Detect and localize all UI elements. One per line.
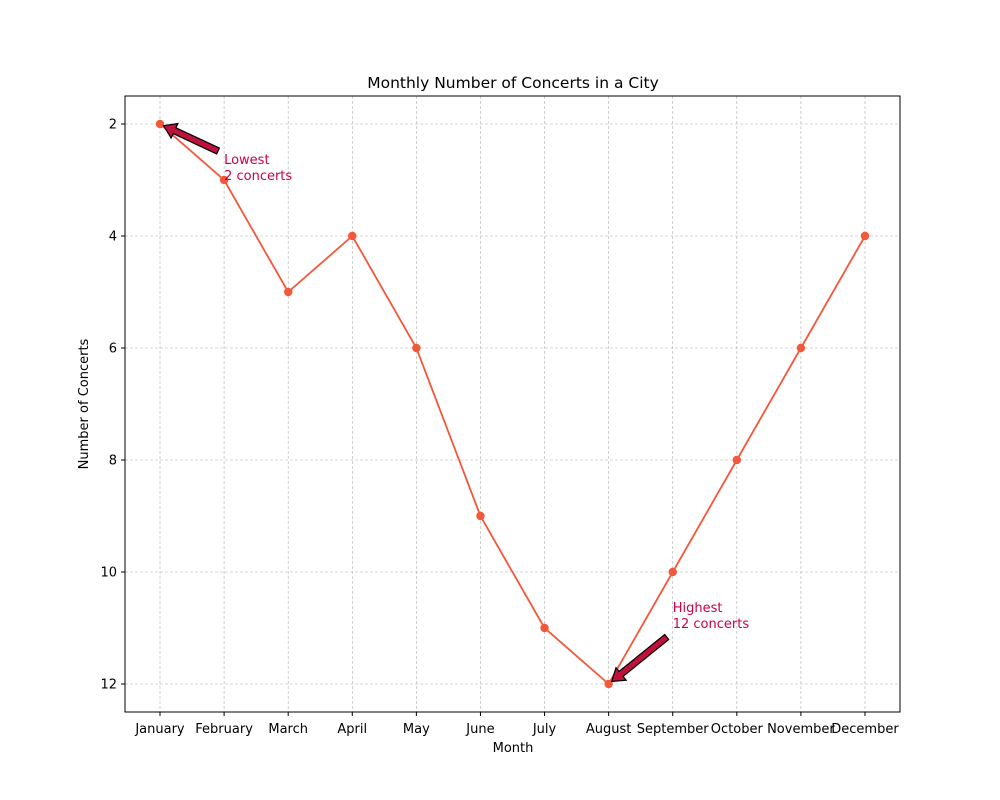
- annotation-arrow: [610, 633, 670, 683]
- data-point: [796, 343, 806, 353]
- series-line: [159, 123, 866, 686]
- data-point: [732, 455, 742, 465]
- x-tick-label: December: [831, 722, 899, 737]
- x-axis-label: Month: [493, 741, 534, 756]
- data-point: [476, 511, 485, 521]
- y-tick-label: 4: [109, 230, 117, 245]
- y-axis-label: Number of Concerts: [77, 338, 92, 469]
- grid-lines: [125, 96, 900, 712]
- data-point: [668, 567, 677, 577]
- x-tick-label: June: [465, 722, 494, 737]
- x-tick-label: February: [195, 722, 253, 737]
- annotation-text-line1: Highest: [673, 601, 723, 616]
- chart-title: Monthly Number of Concerts in a City: [367, 74, 659, 92]
- y-tick-label: 12: [100, 678, 117, 693]
- series-group: [155, 119, 870, 689]
- data-point: [348, 231, 357, 241]
- x-tick-label: November: [767, 722, 835, 737]
- data-point: [219, 175, 229, 185]
- y-tick-label: 8: [109, 454, 117, 469]
- data-point: [540, 623, 549, 633]
- data-point: [155, 119, 165, 129]
- x-tick-label: January: [134, 722, 185, 737]
- annotation-text-line2: 2 concerts: [224, 169, 292, 184]
- x-tick-label: April: [337, 722, 367, 737]
- annotation-text-line2: 12 concerts: [673, 617, 750, 632]
- data-point: [412, 343, 421, 353]
- x-tick-label: September: [637, 722, 710, 737]
- data-point: [283, 287, 293, 297]
- y-tick-label: 6: [109, 342, 117, 357]
- x-tick-label: July: [532, 722, 557, 737]
- x-tick-label: August: [586, 722, 632, 737]
- y-tick-label: 10: [100, 566, 117, 581]
- y-axis-ticks: 2 4 6 8 10 12: [100, 118, 125, 693]
- annotation-text-line1: Lowest: [224, 153, 269, 168]
- annotation-arrow: [162, 122, 221, 155]
- data-point: [860, 231, 870, 241]
- data-point: [604, 679, 613, 689]
- x-tick-label: March: [268, 722, 308, 737]
- x-tick-label: October: [711, 722, 764, 737]
- y-tick-label: 2: [109, 118, 117, 133]
- plot-frame: [124, 95, 901, 713]
- x-axis-ticks: January February March April May June July Augu…: [134, 712, 899, 737]
- x-tick-label: May: [403, 722, 430, 737]
